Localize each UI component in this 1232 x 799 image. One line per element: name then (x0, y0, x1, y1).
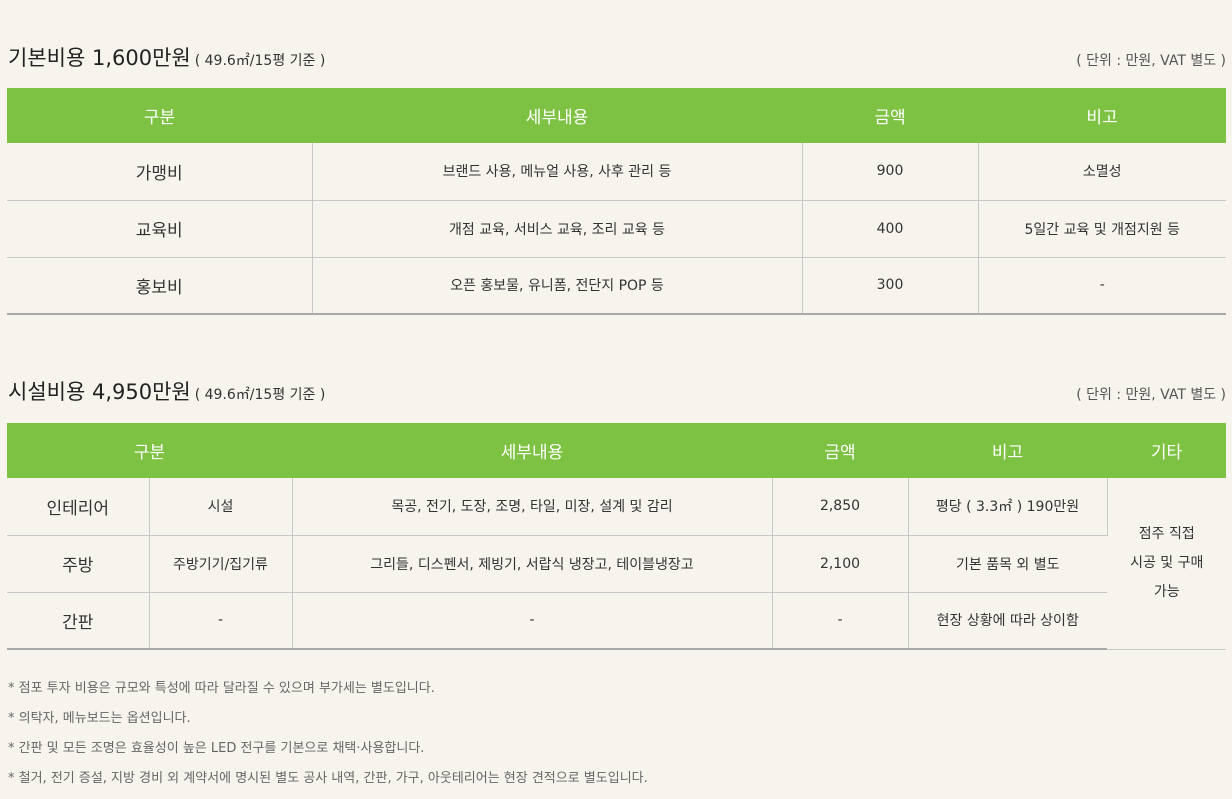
row-detail: 브랜드 사용, 메뉴얼 사용, 사후 관리 등 (312, 143, 803, 201)
footnote: * 점포 투자 비용은 규모와 특성에 따라 달라질 수 있으며 부가세는 별도… (8, 681, 435, 696)
row-amount: - (772, 592, 909, 650)
row-note: - (978, 257, 1226, 315)
row-amount: 300 (802, 257, 979, 315)
header-category: 구분 (7, 423, 292, 478)
table-row: 주방 주방기기/집기류 그리들, 디스펜서, 제빙기, 서랍식 냉장고, 테이블… (7, 535, 1226, 593)
table-row: 교육비 개점 교육, 서비스 교육, 조리 교육 등 400 5일간 교육 및 … (7, 200, 1226, 258)
facility-cost-subtitle: ( 49.6㎡/15평 기준 ) (194, 387, 326, 403)
header-amount: 금액 (772, 423, 908, 478)
row-amount: 2,850 (772, 478, 909, 536)
basic-cost-title: 기본비용 1,600만원( 49.6㎡/15평 기준 ) (8, 42, 325, 72)
row-category: 홍보비 (7, 257, 313, 315)
row-category: 간판 (7, 592, 150, 650)
row-amount: 900 (802, 143, 979, 201)
table-header-row: 구분 세부내용 금액 비고 기타 (7, 423, 1226, 478)
header-amount: 금액 (802, 88, 978, 143)
row-category: 인테리어 (7, 478, 150, 536)
row-amount: 2,100 (772, 535, 909, 593)
row-detail: 그리들, 디스펜서, 제빙기, 서랍식 냉장고, 테이블냉장고 (292, 535, 773, 593)
basic-cost-header: 기본비용 1,600만원( 49.6㎡/15평 기준 ) ( 단위 : 만원, … (8, 40, 1226, 72)
row-detail: 오픈 홍보물, 유니폼, 전단지 POP 등 (312, 257, 803, 315)
row-detail: 개점 교육, 서비스 교육, 조리 교육 등 (312, 200, 803, 258)
row-category: 가맹비 (7, 143, 313, 201)
table-row: 인테리어 시설 목공, 전기, 도장, 조명, 타일, 미장, 설계 및 감리 … (7, 478, 1226, 650)
basic-cost-title-text: 기본비용 1,600만원 (8, 46, 191, 70)
footnotes: * 점포 투자 비용은 규모와 특성에 따라 달라질 수 있으며 부가세는 별도… (8, 678, 648, 798)
header-note: 비고 (978, 88, 1226, 143)
row-note: 기본 품목 외 별도 (908, 535, 1107, 593)
basic-cost-subtitle: ( 49.6㎡/15평 기준 ) (194, 53, 326, 69)
row-note: 소멸성 (978, 143, 1226, 201)
table-row: 가맹비 브랜드 사용, 메뉴얼 사용, 사후 관리 등 900 소멸성 (7, 143, 1226, 201)
facility-cost-table: 구분 세부내용 금액 비고 기타 인테리어 시설 목공, 전기, 도장, 조명,… (7, 423, 1226, 650)
row-category: 교육비 (7, 200, 313, 258)
basic-cost-unit-note: ( 단위 : 만원, VAT 별도 ) (1076, 53, 1226, 69)
table-row: 홍보비 오픈 홍보물, 유니폼, 전단지 POP 등 300 - (7, 257, 1226, 315)
footnote: * 간판 및 모든 조명은 효율성이 높은 LED 전구를 기본으로 채택·사용… (8, 741, 425, 756)
row-note: 5일간 교육 및 개점지원 등 (978, 200, 1226, 258)
basic-cost-table: 구분 세부내용 금액 비고 가맹비 브랜드 사용, 메뉴얼 사용, 사후 관리 … (7, 88, 1226, 315)
table-header-row: 구분 세부내용 금액 비고 (7, 88, 1226, 143)
row-subcategory: 주방기기/집기류 (149, 535, 293, 593)
table-row: 간판 - - - 현장 상황에 따라 상이함 (7, 592, 1226, 650)
facility-cost-title: 시설비용 4,950만원( 49.6㎡/15평 기준 ) (8, 376, 325, 406)
row-detail: - (292, 592, 773, 650)
row-amount: 400 (802, 200, 979, 258)
row-subcategory: 시설 (149, 478, 293, 536)
facility-cost-unit-note: ( 단위 : 만원, VAT 별도 ) (1076, 387, 1226, 403)
row-note: 평당 ( 3.3㎡ ) 190만원 (908, 478, 1108, 536)
header-category: 구분 (7, 88, 312, 143)
footnote: * 철거, 전기 증설, 지방 경비 외 계약서에 명시된 별도 공사 내역, … (8, 771, 648, 786)
row-detail: 목공, 전기, 도장, 조명, 타일, 미장, 설계 및 감리 (292, 478, 773, 536)
header-note: 비고 (908, 423, 1107, 478)
header-detail: 세부내용 (312, 88, 802, 143)
row-subcategory: - (149, 592, 293, 650)
footnote: * 의탁자, 메뉴보드는 옵션입니다. (8, 711, 191, 726)
row-category: 주방 (7, 535, 150, 593)
header-detail: 세부내용 (292, 423, 772, 478)
row-note: 현장 상황에 따라 상이함 (908, 592, 1107, 650)
etc-note-cell: 점주 직접 시공 및 구매 가능 (1107, 478, 1226, 650)
facility-cost-header: 시설비용 4,950만원( 49.6㎡/15평 기준 ) ( 단위 : 만원, … (8, 374, 1226, 406)
header-etc: 기타 (1107, 423, 1226, 478)
etc-note-line: 시공 및 구매 (1130, 554, 1204, 571)
facility-cost-title-text: 시설비용 4,950만원 (8, 380, 191, 404)
etc-note-line: 가능 (1153, 583, 1180, 600)
etc-note-line: 점주 직접 (1138, 525, 1195, 542)
